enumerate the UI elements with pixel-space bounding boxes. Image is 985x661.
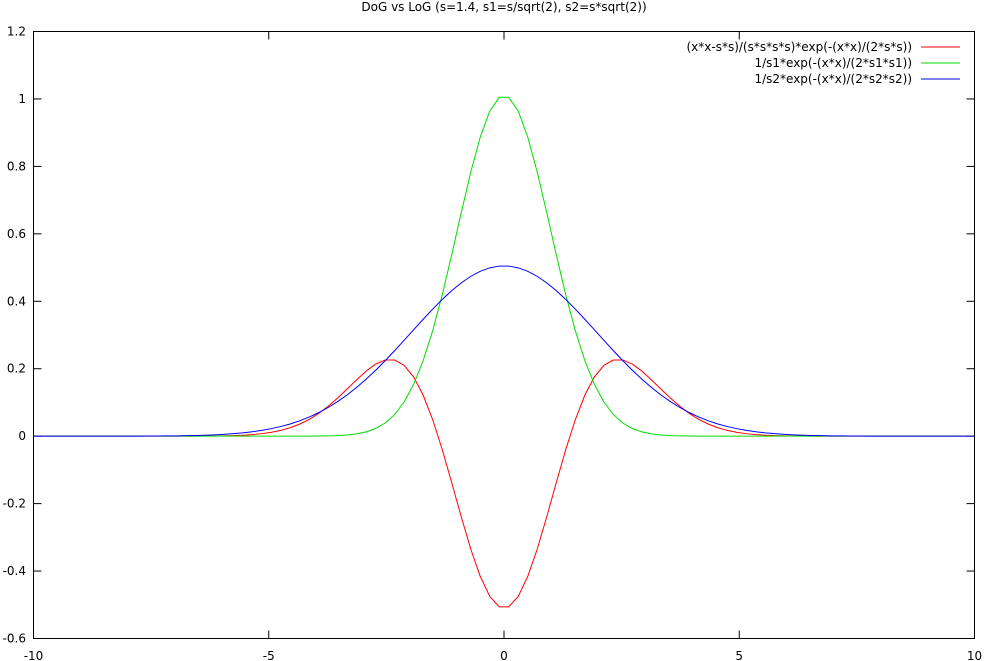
- series-line-3: [33, 265, 975, 437]
- y-tick-label: 0: [18, 429, 26, 443]
- y-tick-label: 0.4: [7, 294, 26, 308]
- y-tick-label: 0.6: [7, 227, 26, 241]
- y-tick-label: 0.8: [7, 159, 26, 173]
- x-tick-label: 10: [967, 649, 982, 661]
- series-line-2: [33, 96, 975, 437]
- legend-label-1: (x*x-s*s)/(s*s*s*s)*exp(-(x*x)/(2*s*s)): [686, 40, 912, 54]
- x-tick-label: -10: [24, 649, 44, 661]
- legend-label-3: 1/s2*exp(-(x*x)/(2*s2*s2)): [754, 72, 912, 86]
- y-tick-label: -0.6: [3, 632, 26, 646]
- series-line-1: [33, 359, 975, 608]
- tick-marks: [33, 31, 975, 639]
- x-tick-labels: -10 -5 0 5 10: [24, 649, 982, 661]
- x-tick-label: 5: [735, 649, 743, 661]
- y-tick-label: 1: [18, 92, 26, 106]
- x-tick-label: 0: [500, 649, 508, 661]
- y-tick-label: 0.2: [7, 362, 26, 376]
- y-tick-label: -0.4: [3, 564, 26, 578]
- y-tick-label: -0.2: [3, 497, 26, 511]
- series-lines: [33, 96, 975, 608]
- legend: (x*x-s*s)/(s*s*s*s)*exp(-(x*x)/(2*s*s)) 1…: [686, 40, 960, 86]
- chart-title: DoG vs LoG (s=1.4, s1=s/sqrt(2), s2=s*sq…: [361, 0, 646, 14]
- legend-label-2: 1/s1*exp(-(x*x)/(2*s1*s1)): [754, 56, 912, 70]
- y-tick-label: 1.2: [7, 25, 26, 39]
- plot-border: [33, 31, 975, 639]
- x-tick-label: -5: [263, 649, 275, 661]
- y-tick-labels: -0.6 -0.4 -0.2 0 0.2 0.4 0.6 0.8 1 1.2: [3, 25, 26, 646]
